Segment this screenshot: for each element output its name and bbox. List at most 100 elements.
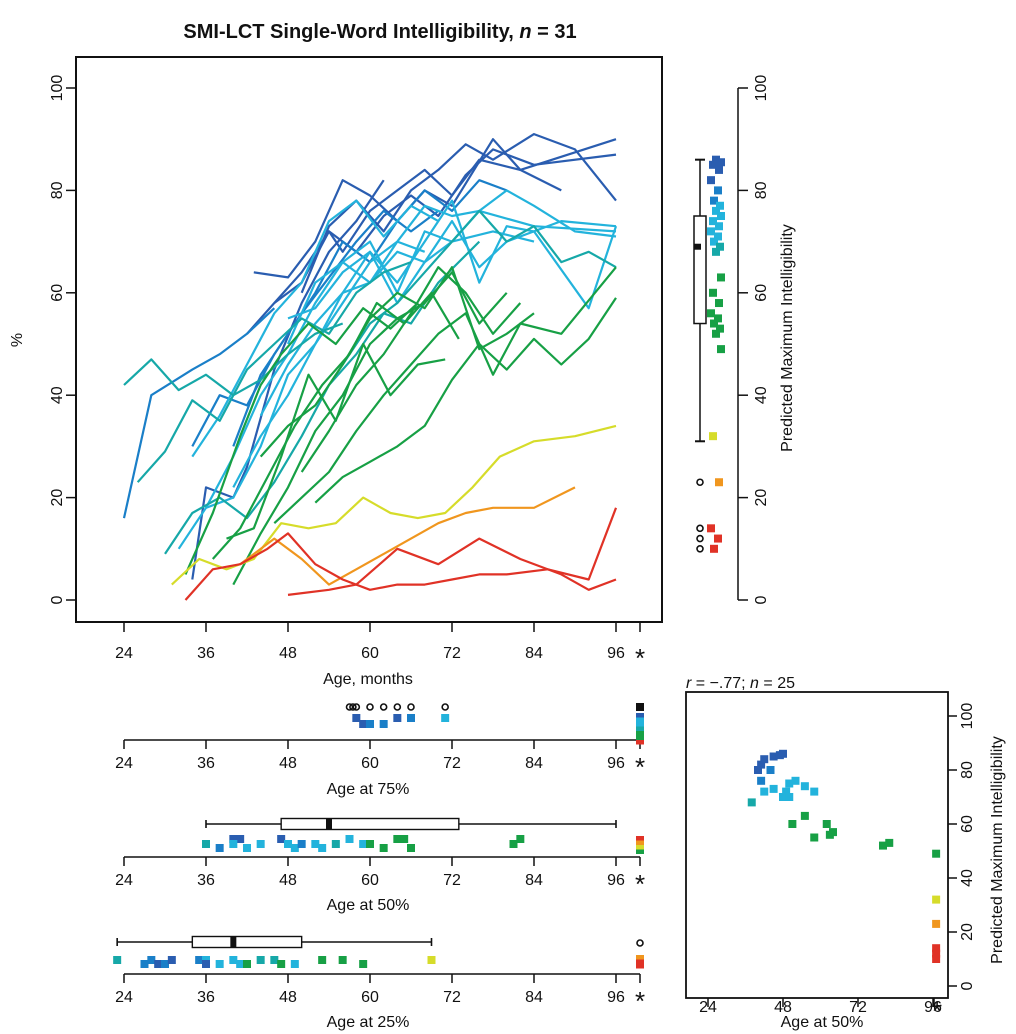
side-point [709,288,717,297]
scatter-point [785,779,794,788]
scatter-point [800,782,809,791]
series-line-16 [123,322,344,397]
age75-not-reached-point [636,740,644,745]
side-point [717,212,725,220]
scatter-point [810,787,819,796]
scatter-point [791,776,800,785]
age25-point [229,956,238,964]
main-y-tick-label: 0 [49,595,66,604]
scatter-plot: 0 20 40 60 80 100 24 48 72 96* [685,691,976,1026]
age25-point [427,956,436,964]
side-point [714,186,722,195]
main-x-tick-label: 60 [361,645,379,662]
series-line-29 [239,486,576,586]
age25-not-reached-point [636,964,644,969]
series-line-4 [191,179,385,580]
main-x-tick-label: 24 [115,645,133,662]
side-tick-label: 20 [753,489,770,507]
age25-point [140,960,149,968]
side-point [709,217,717,226]
side-point [707,309,715,318]
scatter-point [747,798,756,807]
series-line-25 [273,266,617,525]
side-tick-label: 60 [753,284,770,302]
age50-tick-label: 60 [361,872,379,889]
series-line-17 [136,261,412,483]
age50-point [407,844,415,852]
main-y-tick-label: 60 [49,284,66,302]
age25-box [191,935,303,949]
age75-not-reached-point [636,731,644,736]
series-line-3 [300,133,617,294]
age50-point [277,835,286,843]
scatter-point [932,895,941,904]
series-line-28 [171,424,617,586]
side-point [715,478,723,487]
scatter-x-tick-label: 24 [699,999,717,1016]
age50-tick-label: * [635,869,645,899]
side-point [712,206,720,215]
age25-axis-label: Age at 25% [327,1014,410,1031]
scatter-point [932,919,941,928]
series-line-24 [259,266,535,458]
age75-outlier [407,703,415,711]
age50-point [366,840,374,848]
scatter-point [810,833,819,842]
age50-point [393,835,402,843]
scatter-point [779,749,787,758]
series-line-22 [211,291,460,560]
age75-axis-label: Age at 75% [327,781,410,798]
scatter-y-tick-label: 100 [959,703,976,730]
side-outlier [696,534,704,543]
series-line-6 [122,307,276,519]
main-line-plot: 0 20 40 60 80 100 24 36 48 60 72 84 96 * [49,56,663,673]
side-point [716,324,724,333]
scatter-y-tick-label: 0 [959,981,976,990]
age50-point [331,840,340,848]
age75-not-reached-point [636,726,644,731]
age25-point [359,960,368,968]
side-outlier [696,524,704,533]
age50-point [290,844,299,852]
side-point [717,158,725,167]
age50-point [256,840,265,848]
side-point [712,329,720,338]
age25-point [154,960,163,968]
scatter-point [779,793,787,801]
age50-point [509,840,518,848]
age75-tick-label: 60 [361,755,379,772]
age25-tick-label: 48 [279,989,297,1006]
series-line-15 [232,204,617,488]
main-y-axis-label: % [9,333,26,347]
age50-point [359,840,368,848]
side-point [715,222,723,231]
age75-tick-label: 24 [115,755,133,772]
scatter-point [932,849,941,858]
scatter-x-tick-label: 96 [924,999,942,1016]
main-y-tick-label: 100 [49,75,66,102]
scatter-point [760,755,769,764]
side-point [710,319,718,328]
scatter-point [769,752,778,761]
age50-point [284,840,292,848]
age75-outlier [379,703,388,711]
series-line-11 [286,189,617,345]
age75-outlier [441,703,449,711]
age50-point [297,840,306,848]
age75-not-reached-point [636,735,644,740]
age25-tick-label: 24 [115,989,133,1006]
predicted-max-strip: 0 20 40 60 80 100 [693,75,770,604]
age25-point [195,956,204,964]
age50-point [311,840,320,848]
series-line-30 [184,507,618,601]
age-at-25-strip: 24 36 48 60 72 84 96 * [113,935,645,1016]
scatter-point [785,793,794,801]
age25-tick-label: 60 [361,989,379,1006]
chart-title: SMI-LCT Single-Word Intelligibility, n =… [183,21,576,43]
side-tick-label: 0 [753,595,770,604]
main-y-tick-label: 80 [49,181,66,199]
series-line-20 [184,302,419,575]
series-line-5 [246,138,617,335]
age50-not-reached-point [636,836,644,841]
